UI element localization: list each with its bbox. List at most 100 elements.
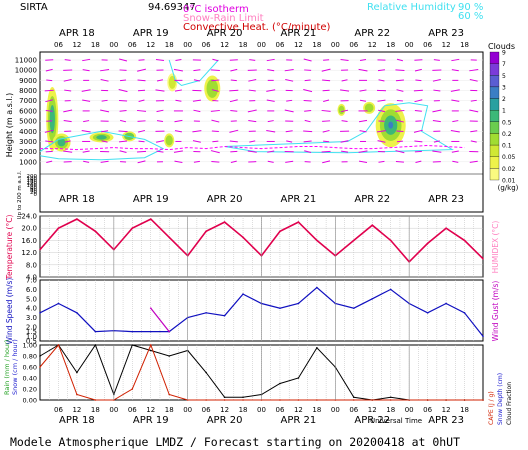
clouds-y-tick-low: 0 [34, 192, 38, 198]
wind-arrow [396, 140, 403, 143]
wind-arrow [46, 79, 53, 82]
clouds-y-tick-low: 140 [27, 179, 38, 185]
wind-arrow [45, 68, 53, 72]
rain-y-tick: 0.00 [23, 397, 37, 405]
wind-arrow [64, 89, 72, 92]
mid-day-label: APR 21 [281, 194, 317, 205]
top-hour-label: 12 [294, 41, 303, 49]
colorbar-swatch [489, 98, 500, 111]
wind-arrow [303, 99, 312, 102]
wind-arrow [229, 89, 239, 92]
clouds-y-label-low: Up to 200 m a.s.l. [17, 170, 23, 219]
wind-arrow [322, 129, 330, 133]
wind-y-tick: 0.5 [26, 338, 37, 346]
forecast-title: Modele Atmospherique LMDZ / Forecast sta… [10, 435, 460, 449]
top-hour-label: 12 [72, 41, 81, 49]
wind-y-label: Wind Speed (m/s) [5, 278, 14, 345]
snow-depth-y-label: Snow Depth (cm) [497, 373, 504, 425]
clouds-y-tick-low: 180 [27, 176, 38, 182]
temperature-line-point [149, 218, 152, 220]
temperature-line-point [371, 224, 374, 226]
temperature-line-point [94, 230, 97, 233]
bottom-hour-label: 06 [202, 406, 211, 414]
cloud-mark [206, 79, 219, 98]
wind-arrow [267, 160, 274, 163]
wind-arrow [210, 69, 220, 71]
cape-y-label: CAPE (J / g) [488, 391, 495, 425]
wind-arrow [101, 140, 108, 143]
colorbar-tick: 0.05 [502, 154, 516, 161]
colorbar-tick: 3 [502, 84, 506, 91]
temperature-line-point [389, 239, 392, 242]
top-hour-label: 00 [257, 41, 266, 49]
rain-y-tick: 0.80 [23, 353, 37, 361]
wind-arrow [358, 160, 368, 164]
wind-gust-line-point [168, 330, 171, 333]
temp-y-tick: 12.0 [21, 249, 37, 257]
mid-day-label: APR 19 [133, 194, 169, 205]
wind-arrow [414, 99, 423, 103]
wind-arrow [432, 109, 442, 113]
wind-arrow [175, 99, 182, 102]
wind-arrow [266, 58, 275, 62]
wind-arrow [45, 99, 54, 103]
wind-arrow [210, 150, 220, 154]
wind-speed-line-point [242, 293, 244, 295]
bottom-hour-label: 00 [183, 406, 192, 414]
top-day-label: APR 20 [207, 28, 243, 39]
wind-arrow [304, 79, 311, 82]
top-hour-label: 12 [146, 41, 155, 49]
temperature-line-point [297, 221, 300, 223]
wind-arrow [341, 109, 349, 113]
wind-arrow [248, 120, 257, 123]
wind-arrow [249, 59, 256, 61]
wind-arrow [396, 58, 403, 62]
colorbar-swatch [489, 156, 500, 169]
wind-speed-line-point [316, 286, 318, 289]
rh-contour [39, 130, 165, 161]
rain-line-point [76, 393, 78, 396]
wind-arrow [413, 89, 423, 92]
wind-arrow [192, 140, 201, 143]
wind-arrow [230, 160, 237, 164]
colorbar-tick: 7 [502, 61, 506, 68]
wind-speed-line-point [131, 330, 134, 333]
wind-arrow [100, 160, 109, 163]
wind-speed-line-point [57, 302, 60, 305]
temp-y-label: Temperature (°C) [5, 215, 14, 281]
temperature-line-point [426, 242, 429, 245]
wind-arrow [377, 69, 386, 72]
wind-arrow [137, 120, 146, 122]
wind-arrow [119, 140, 128, 143]
wind-arrow [358, 119, 368, 123]
wind-speed-line-point [445, 302, 447, 305]
wind-gust-line [150, 307, 170, 332]
wind-arrow [136, 109, 147, 112]
wind-arrow [322, 160, 331, 164]
bottom-hour-label: 06 [128, 406, 137, 414]
top-hour-label: 06 [128, 41, 137, 49]
wind-speed-line-point [463, 312, 466, 314]
wind-arrow [211, 161, 220, 163]
wind-arrow [193, 69, 201, 72]
rain-line-point [445, 399, 447, 401]
wind-arrow [452, 160, 459, 163]
wind-arrow [210, 109, 220, 112]
colorbar-title: Clouds [488, 42, 515, 51]
clouds-y-tick: 5000 [19, 118, 37, 126]
colorbar-tick: 9 [502, 50, 506, 57]
wind-arrow [451, 69, 459, 72]
top-hour-label: 06 [202, 41, 211, 49]
rain-line-point [57, 344, 60, 346]
colorbar-tick: 0.01 [502, 178, 516, 185]
rain-line-point [352, 399, 355, 401]
wind-y-tick: 5.0 [26, 295, 37, 303]
wind-arrow [101, 130, 109, 133]
wind-arrow [340, 89, 350, 92]
temperature-line-point [279, 230, 281, 233]
wind-speed-line-point [352, 307, 355, 309]
top-day-label: APR 18 [59, 28, 95, 39]
clouds-y-tick: 6000 [19, 107, 37, 115]
wind-arrow [377, 99, 386, 102]
rain-line-point [279, 399, 281, 401]
